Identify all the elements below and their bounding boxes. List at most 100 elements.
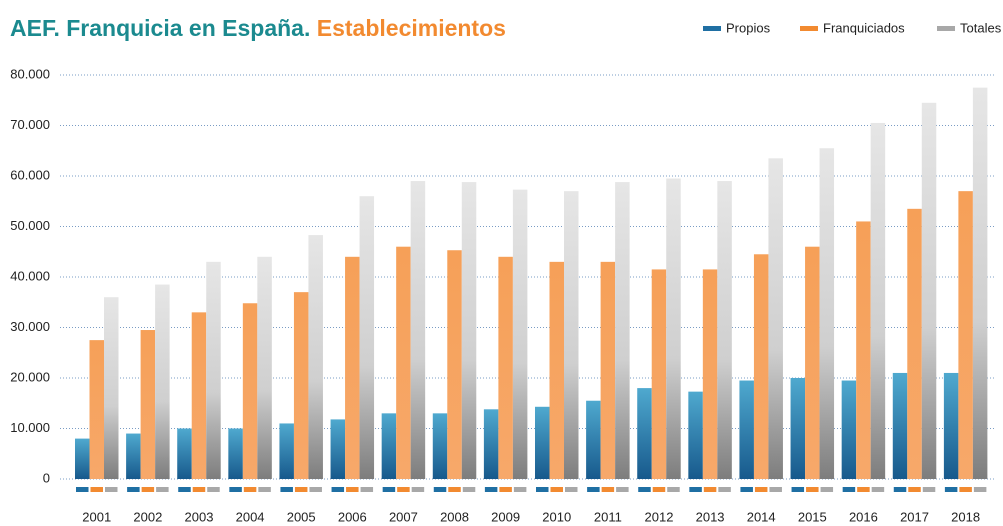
bar-base: [207, 487, 220, 492]
bar-base: [959, 487, 972, 492]
bar: [586, 400, 601, 479]
bar: [790, 378, 806, 479]
x-tick-label: 2006: [338, 509, 367, 524]
x-tick-label: 2010: [542, 509, 571, 524]
bar: [600, 261, 616, 479]
legend-label: Propios: [726, 20, 771, 35]
bar: [819, 148, 835, 479]
x-tick-label: 2015: [798, 509, 827, 524]
bar: [155, 284, 170, 479]
bar: [75, 438, 90, 479]
x-tick-label: 2003: [185, 509, 214, 524]
bar-base: [309, 487, 322, 492]
bar-base: [908, 487, 921, 492]
x-tick-label: 2001: [82, 509, 111, 524]
bar: [345, 256, 360, 479]
y-tick-label: 60.000: [10, 167, 50, 182]
bar-base: [806, 487, 819, 492]
bar-base: [565, 487, 578, 492]
bar-base: [871, 487, 885, 492]
legend-swatch: [703, 26, 721, 31]
y-tick-label: 40.000: [10, 268, 50, 283]
bar-base: [550, 487, 563, 492]
bar-base: [689, 487, 702, 492]
bar: [856, 221, 871, 479]
y-tick-label: 30.000: [10, 319, 50, 334]
bar-base: [587, 487, 600, 492]
bar: [688, 391, 703, 479]
legend-label: Franquiciados: [823, 20, 905, 35]
bar-base: [922, 487, 936, 492]
bar: [739, 380, 754, 479]
bar: [753, 254, 769, 479]
bar: [717, 181, 732, 480]
bar-base: [433, 487, 447, 492]
bar: [126, 433, 141, 479]
x-tick-label: 2016: [849, 509, 878, 524]
bar-base: [346, 487, 359, 492]
x-tick-label: 2007: [389, 509, 418, 524]
bar-base: [360, 487, 374, 492]
bar-base: [616, 487, 629, 492]
legend-swatch: [800, 26, 818, 31]
x-tick-label: 2017: [900, 509, 929, 524]
x-tick-label: 2011: [594, 509, 622, 524]
bar-base: [331, 487, 345, 492]
bar-base: [769, 487, 782, 492]
bar: [330, 419, 346, 479]
bar-base: [178, 487, 191, 492]
bar: [381, 413, 397, 479]
bar: [870, 122, 886, 479]
bar-base: [294, 487, 308, 492]
bar-base: [156, 487, 169, 492]
bar-base: [536, 487, 549, 492]
bar: [702, 269, 718, 479]
title-highlight: Establecimientos: [317, 15, 506, 41]
bar: [191, 312, 207, 479]
bar: [535, 406, 550, 479]
bar: [549, 261, 564, 479]
bar: [483, 409, 499, 479]
y-tick-label: 10.000: [10, 420, 50, 435]
x-tick-label: 2005: [287, 509, 316, 524]
bar-base: [638, 487, 651, 492]
bar: [447, 250, 462, 479]
bar: [359, 196, 375, 479]
bar-base: [411, 487, 425, 492]
bar: [892, 372, 908, 479]
bar-base: [652, 487, 666, 492]
bar-base: [76, 487, 89, 492]
bar-base: [141, 487, 155, 492]
legend-swatch: [937, 26, 955, 31]
bar: [228, 428, 243, 479]
y-tick-label: 80.000: [10, 66, 50, 81]
bar: [396, 246, 411, 479]
x-tick-label: 2009: [491, 509, 520, 524]
bar-base: [397, 487, 410, 492]
bar: [666, 178, 681, 479]
bar: [841, 380, 857, 479]
bar-base: [105, 487, 118, 492]
y-tick-label: 70.000: [10, 117, 50, 132]
y-tick-label: 20.000: [10, 369, 50, 384]
bar-base: [973, 487, 987, 492]
bar: [805, 246, 820, 479]
bar: [242, 303, 258, 479]
bar: [461, 182, 477, 479]
bar-base: [462, 487, 476, 492]
x-tick-label: 2008: [440, 509, 469, 524]
bar: [512, 189, 528, 479]
bar: [958, 191, 973, 479]
bar: [140, 330, 156, 479]
bar-base: [499, 487, 512, 492]
bar: [972, 87, 988, 479]
x-tick-label: 2018: [951, 509, 980, 524]
bar: [89, 340, 104, 479]
bar-base: [192, 487, 206, 492]
bar-base: [382, 487, 396, 492]
bar: [177, 428, 192, 479]
x-tick-label: 2002: [133, 509, 162, 524]
chart-title: AEF. Franquicia en España. Establecimien…: [10, 15, 506, 41]
bar-base: [601, 487, 615, 492]
bar-base: [718, 487, 731, 492]
